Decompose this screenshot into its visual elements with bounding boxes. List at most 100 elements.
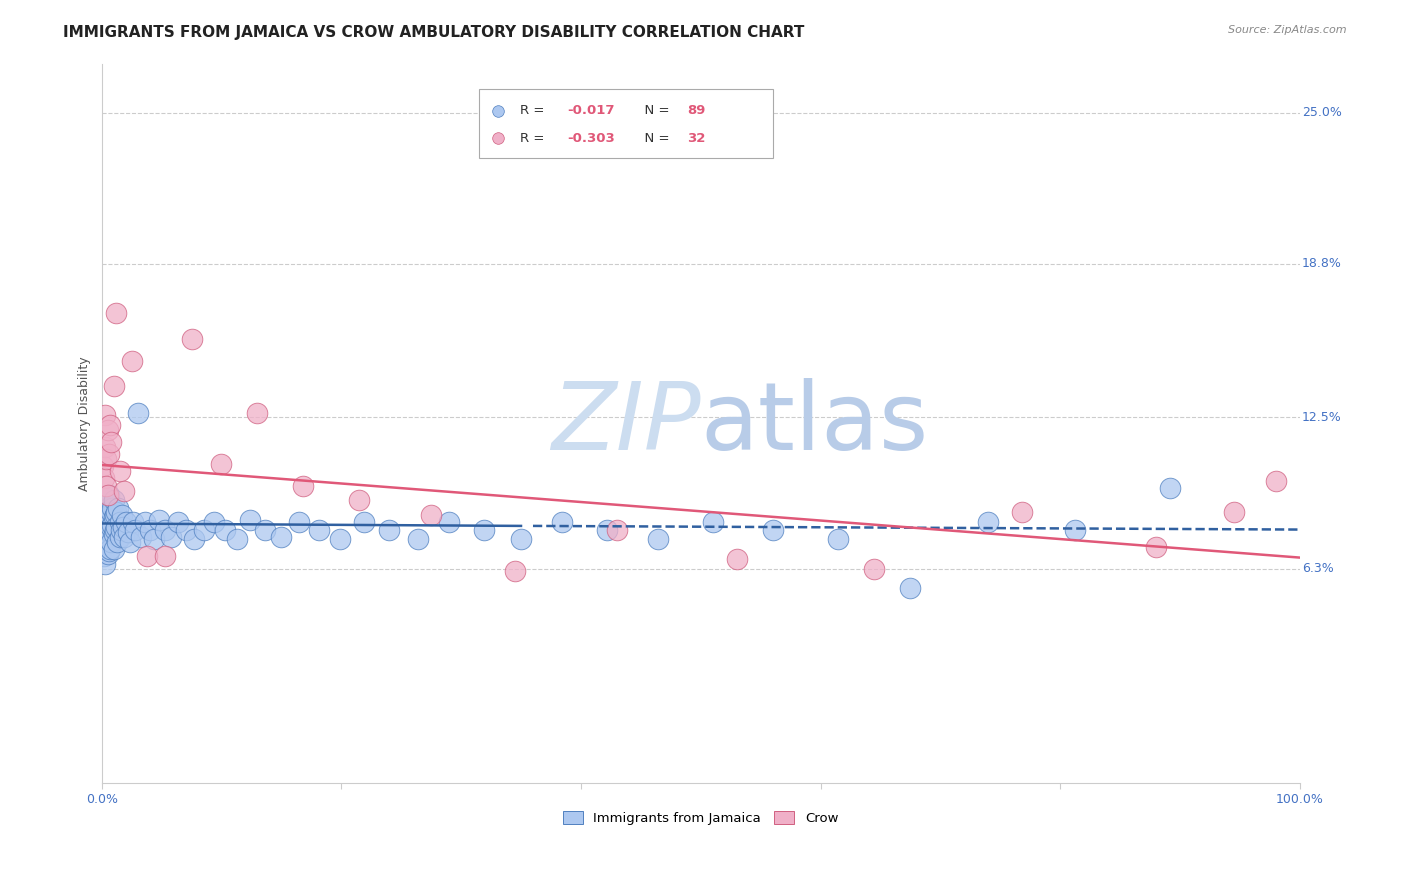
Point bbox=[104, 523, 127, 537]
Point bbox=[96, 478, 118, 492]
Point bbox=[96, 451, 118, 466]
Point bbox=[94, 533, 117, 547]
Point bbox=[98, 524, 121, 539]
Point bbox=[226, 533, 249, 547]
Legend: Immigrants from Jamaica, Crow: Immigrants from Jamaica, Crow bbox=[558, 805, 844, 830]
Point bbox=[148, 513, 170, 527]
Point bbox=[308, 523, 330, 537]
Point bbox=[98, 508, 121, 522]
Point bbox=[153, 549, 176, 564]
Point bbox=[120, 534, 142, 549]
Point bbox=[96, 523, 118, 537]
FancyBboxPatch shape bbox=[479, 89, 772, 158]
Point bbox=[91, 534, 114, 549]
Y-axis label: Ambulatory Disability: Ambulatory Disability bbox=[79, 356, 91, 491]
Text: R =: R = bbox=[520, 132, 548, 145]
Text: -0.303: -0.303 bbox=[568, 132, 616, 145]
Point bbox=[160, 530, 183, 544]
Point bbox=[378, 523, 401, 537]
Point bbox=[108, 530, 131, 544]
Point bbox=[94, 440, 117, 454]
Point bbox=[183, 533, 205, 547]
Point bbox=[114, 483, 136, 498]
Point bbox=[97, 547, 120, 561]
Point bbox=[97, 500, 120, 515]
Point bbox=[93, 471, 115, 485]
Point bbox=[472, 523, 495, 537]
Point bbox=[167, 515, 190, 529]
Point bbox=[100, 520, 122, 534]
Text: 25.0%: 25.0% bbox=[1302, 106, 1341, 120]
Point bbox=[898, 581, 921, 595]
Text: R =: R = bbox=[520, 104, 548, 117]
Point bbox=[94, 496, 117, 510]
Point bbox=[153, 523, 176, 537]
Point bbox=[94, 408, 117, 422]
Point bbox=[202, 515, 225, 529]
Text: 32: 32 bbox=[688, 132, 706, 145]
Point bbox=[93, 500, 115, 515]
Point bbox=[94, 542, 117, 557]
Point bbox=[108, 464, 131, 478]
Point bbox=[510, 533, 533, 547]
Point bbox=[97, 530, 120, 544]
Text: atlas: atlas bbox=[700, 377, 929, 469]
Point bbox=[211, 457, 233, 471]
Point bbox=[134, 515, 156, 529]
Point bbox=[246, 406, 269, 420]
Point bbox=[143, 533, 166, 547]
Point bbox=[180, 333, 202, 347]
Text: IMMIGRANTS FROM JAMAICA VS CROW AMBULATORY DISABILITY CORRELATION CHART: IMMIGRANTS FROM JAMAICA VS CROW AMBULATO… bbox=[63, 25, 804, 40]
Point bbox=[1223, 506, 1246, 520]
Point bbox=[761, 523, 783, 537]
Point bbox=[97, 544, 120, 558]
Point bbox=[98, 417, 121, 432]
Point bbox=[253, 523, 276, 537]
Point bbox=[551, 515, 574, 529]
Point bbox=[91, 459, 114, 474]
Point bbox=[98, 542, 121, 557]
Point bbox=[117, 524, 139, 539]
Point bbox=[101, 517, 124, 532]
Point bbox=[353, 515, 375, 529]
Point bbox=[103, 542, 125, 557]
Point bbox=[1264, 474, 1286, 488]
Point bbox=[108, 515, 131, 529]
Point bbox=[349, 493, 371, 508]
Point bbox=[270, 530, 292, 544]
Point bbox=[647, 533, 669, 547]
Point bbox=[437, 515, 460, 529]
Point bbox=[100, 434, 122, 449]
Point bbox=[129, 530, 152, 544]
Point bbox=[239, 513, 262, 527]
Text: -0.017: -0.017 bbox=[568, 104, 616, 117]
Point bbox=[105, 506, 128, 520]
Point bbox=[103, 510, 125, 524]
Point bbox=[138, 523, 160, 537]
Point bbox=[420, 508, 443, 522]
Text: 6.3%: 6.3% bbox=[1302, 562, 1334, 575]
Point bbox=[91, 515, 114, 529]
Point bbox=[101, 500, 124, 515]
Point bbox=[329, 533, 352, 547]
Point bbox=[97, 447, 120, 461]
Point bbox=[977, 515, 1000, 529]
Point bbox=[1144, 540, 1167, 554]
Point bbox=[94, 527, 117, 541]
Point bbox=[96, 537, 118, 551]
Point bbox=[827, 533, 849, 547]
Point bbox=[100, 534, 122, 549]
Point bbox=[97, 488, 120, 502]
Point bbox=[104, 508, 127, 522]
Point bbox=[105, 306, 128, 320]
Point bbox=[121, 515, 143, 529]
Point bbox=[596, 523, 619, 537]
Point bbox=[1159, 481, 1181, 495]
Point bbox=[606, 523, 628, 537]
Point bbox=[96, 506, 118, 520]
Point bbox=[1011, 506, 1033, 520]
Point bbox=[97, 488, 120, 502]
Point bbox=[112, 520, 135, 534]
Point bbox=[1063, 523, 1085, 537]
Point bbox=[288, 515, 311, 529]
